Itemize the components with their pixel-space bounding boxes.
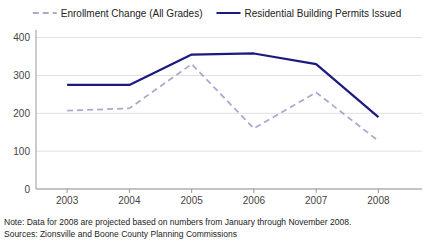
series-line	[67, 64, 378, 141]
grid	[36, 38, 422, 189]
x-tick	[67, 189, 68, 193]
legend-item: Residential Building Permits Issued	[216, 8, 401, 19]
y-tick-label: 0	[24, 184, 30, 195]
x-tick-label: 2005	[181, 195, 204, 206]
legend: Enrollment Change (All Grades) Residentia…	[33, 8, 401, 19]
grid-line	[36, 75, 422, 76]
legend-item: Enrollment Change (All Grades)	[33, 8, 203, 19]
x-tick-label: 2003	[56, 195, 79, 206]
y-tick-label: 300	[13, 70, 30, 81]
x-tick	[253, 189, 254, 193]
series-line	[67, 53, 378, 117]
x-tick-label: 2008	[367, 195, 390, 206]
x-tick	[191, 189, 192, 193]
x-tick	[316, 189, 317, 193]
x-tick-label: 2007	[305, 195, 328, 206]
legend-swatch	[216, 12, 240, 14]
x-axis-line	[36, 189, 422, 190]
x-tick	[129, 189, 130, 193]
grid-line	[36, 37, 422, 38]
x-tick-label: 2004	[118, 195, 141, 206]
grid-line	[36, 151, 422, 152]
y-tick-label: 200	[13, 108, 30, 119]
x-tick	[378, 189, 379, 193]
legend-label: Enrollment Change (All Grades)	[61, 8, 203, 19]
series-lines	[67, 53, 378, 140]
x-tick-label: 2006	[243, 195, 266, 206]
y-axis-line	[36, 30, 37, 189]
y-tick-label: 100	[13, 146, 30, 157]
y-tick-label: 400	[13, 32, 30, 43]
note: Sources: Zionsville and Boone County Pla…	[4, 229, 237, 239]
grid-line	[36, 189, 422, 190]
grid-line	[36, 113, 422, 114]
note: Note: Data for 2008 are projected based …	[4, 217, 351, 227]
chart: 0 100 200 300 400 2003 2004 2005 2006 2007 2008 Enr…	[0, 0, 434, 243]
legend-label: Residential Building Permits Issued	[244, 8, 401, 19]
legend-swatch	[33, 12, 57, 14]
